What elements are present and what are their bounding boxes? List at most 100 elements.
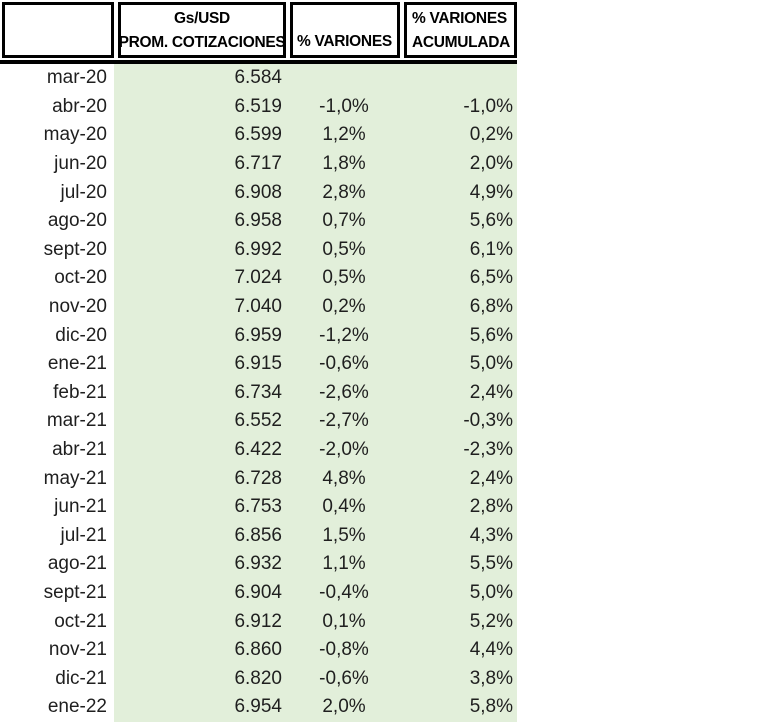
cell-variacion-acumulada[interactable]: 6,5%	[400, 264, 517, 293]
cell-variacion-acumulada[interactable]: 4,4%	[400, 635, 517, 665]
cell-prom-cotizaciones[interactable]: 6.599	[114, 121, 288, 150]
header-cell-empty[interactable]	[2, 2, 114, 58]
cell-variacion-acumulada[interactable]: 2,8%	[400, 492, 517, 522]
cell-variacion[interactable]: -2,6%	[288, 378, 400, 408]
cell-variacion-acumulada[interactable]: 2,4%	[400, 378, 517, 408]
cell-month[interactable]: ago-20	[0, 206, 114, 236]
cell-variacion[interactable]: 0,1%	[288, 607, 400, 636]
cell-variacion-acumulada[interactable]: 2,0%	[400, 149, 517, 179]
cell-prom-cotizaciones[interactable]: 6.932	[114, 550, 288, 579]
cell-prom-cotizaciones[interactable]: 6.584	[114, 64, 288, 93]
cell-prom-cotizaciones[interactable]: 6.915	[114, 349, 288, 379]
cell-month[interactable]: abr-21	[0, 435, 114, 465]
cell-month[interactable]: may-21	[0, 464, 114, 493]
cell-variacion[interactable]: -0,8%	[288, 635, 400, 665]
cell-variacion-acumulada[interactable]: 3,8%	[400, 664, 517, 694]
cell-prom-cotizaciones[interactable]: 6.954	[114, 693, 288, 722]
table-row: may-20 6.599 1,2% 0,2%	[0, 121, 517, 150]
cell-variacion-acumulada[interactable]: 5,0%	[400, 578, 517, 608]
cell-variacion[interactable]: 0,4%	[288, 492, 400, 522]
cell-variacion-acumulada[interactable]: 6,1%	[400, 235, 517, 265]
cell-variacion[interactable]: 0,5%	[288, 264, 400, 293]
cell-prom-cotizaciones[interactable]: 6.912	[114, 607, 288, 636]
cell-variacion[interactable]: -0,4%	[288, 578, 400, 608]
cell-variacion-acumulada[interactable]: 5,2%	[400, 607, 517, 636]
cell-month[interactable]: jun-20	[0, 149, 114, 179]
header-cell-variaciones[interactable]: % VARIONES	[290, 2, 400, 58]
cell-variacion-acumulada[interactable]: -0,3%	[400, 407, 517, 436]
table-row: nov-21 6.860 -0,8% 4,4%	[0, 635, 517, 665]
table-row: jul-20 6.908 2,8% 4,9%	[0, 178, 517, 207]
cell-prom-cotizaciones[interactable]: 6.908	[114, 178, 288, 207]
cell-variacion-acumulada[interactable]: 4,3%	[400, 521, 517, 551]
cell-variacion[interactable]: 4,8%	[288, 464, 400, 493]
cell-month[interactable]: mar-20	[0, 64, 114, 93]
cell-variacion[interactable]: 2,0%	[288, 693, 400, 722]
cell-month[interactable]: sept-20	[0, 235, 114, 265]
cell-month[interactable]: mar-21	[0, 407, 114, 436]
cell-prom-cotizaciones[interactable]: 6.734	[114, 378, 288, 408]
cell-variacion-acumulada[interactable]: 4,9%	[400, 178, 517, 207]
cell-variacion[interactable]	[288, 64, 400, 93]
cell-month[interactable]: sept-21	[0, 578, 114, 608]
cell-variacion[interactable]: 2,8%	[288, 178, 400, 207]
cell-prom-cotizaciones[interactable]: 6.904	[114, 578, 288, 608]
cell-variacion-acumulada[interactable]: 5,6%	[400, 206, 517, 236]
cell-month[interactable]: oct-20	[0, 264, 114, 293]
cell-month[interactable]: dic-21	[0, 664, 114, 694]
cell-variacion-acumulada[interactable]: -1,0%	[400, 92, 517, 122]
cell-month[interactable]: oct-21	[0, 607, 114, 636]
cell-prom-cotizaciones[interactable]: 6.820	[114, 664, 288, 694]
cell-month[interactable]: may-20	[0, 121, 114, 150]
cell-month[interactable]: feb-21	[0, 378, 114, 408]
cell-variacion-acumulada[interactable]: 0,2%	[400, 121, 517, 150]
cell-month[interactable]: ago-21	[0, 550, 114, 579]
cell-prom-cotizaciones[interactable]: 6.959	[114, 321, 288, 350]
cell-variacion-acumulada[interactable]: -2,3%	[400, 435, 517, 465]
cell-month[interactable]: nov-21	[0, 635, 114, 665]
cell-variacion[interactable]: -2,0%	[288, 435, 400, 465]
cell-variacion-acumulada[interactable]: 5,6%	[400, 321, 517, 350]
cell-prom-cotizaciones[interactable]: 6.422	[114, 435, 288, 465]
cell-prom-cotizaciones[interactable]: 6.717	[114, 149, 288, 179]
cell-variacion-acumulada[interactable]: 6,8%	[400, 292, 517, 322]
cell-variacion[interactable]: 0,2%	[288, 292, 400, 322]
cell-month[interactable]: jul-21	[0, 521, 114, 551]
cell-prom-cotizaciones[interactable]: 6.519	[114, 92, 288, 122]
cell-month[interactable]: abr-20	[0, 92, 114, 122]
cell-variacion[interactable]: 0,5%	[288, 235, 400, 265]
cell-variacion-acumulada[interactable]: 5,8%	[400, 693, 517, 722]
cell-variacion[interactable]: -0,6%	[288, 664, 400, 694]
cell-variacion-acumulada[interactable]	[400, 64, 517, 93]
cell-prom-cotizaciones[interactable]: 6.753	[114, 492, 288, 522]
cell-month[interactable]: jun-21	[0, 492, 114, 522]
cell-variacion[interactable]: -1,0%	[288, 92, 400, 122]
cell-prom-cotizaciones[interactable]: 6.856	[114, 521, 288, 551]
cell-variacion[interactable]: 1,5%	[288, 521, 400, 551]
cell-month[interactable]: jul-20	[0, 178, 114, 207]
cell-prom-cotizaciones[interactable]: 6.992	[114, 235, 288, 265]
cell-prom-cotizaciones[interactable]: 6.958	[114, 206, 288, 236]
cell-prom-cotizaciones[interactable]: 7.024	[114, 264, 288, 293]
cell-prom-cotizaciones[interactable]: 7.040	[114, 292, 288, 322]
cell-month[interactable]: dic-20	[0, 321, 114, 350]
cell-variacion-acumulada[interactable]: 2,4%	[400, 464, 517, 493]
table-row: mar-20 6.584	[0, 64, 517, 93]
cell-month[interactable]: nov-20	[0, 292, 114, 322]
cell-variacion[interactable]: -2,7%	[288, 407, 400, 436]
cell-variacion-acumulada[interactable]: 5,0%	[400, 349, 517, 379]
header-cell-gsusd-prom-cotizaciones[interactable]: Gs/USD PROM. COTIZACIONES	[118, 2, 286, 58]
cell-month[interactable]: ene-22	[0, 693, 114, 722]
cell-variacion[interactable]: 1,8%	[288, 149, 400, 179]
cell-month[interactable]: ene-21	[0, 349, 114, 379]
cell-variacion[interactable]: -0,6%	[288, 349, 400, 379]
cell-prom-cotizaciones[interactable]: 6.552	[114, 407, 288, 436]
cell-variacion-acumulada[interactable]: 5,5%	[400, 550, 517, 579]
cell-variacion[interactable]: -1,2%	[288, 321, 400, 350]
cell-prom-cotizaciones[interactable]: 6.728	[114, 464, 288, 493]
cell-variacion[interactable]: 0,7%	[288, 206, 400, 236]
cell-variacion[interactable]: 1,1%	[288, 550, 400, 579]
cell-variacion[interactable]: 1,2%	[288, 121, 400, 150]
header-cell-variaciones-acumulada[interactable]: % VARIONES ACUMULADA	[404, 2, 517, 58]
cell-prom-cotizaciones[interactable]: 6.860	[114, 635, 288, 665]
